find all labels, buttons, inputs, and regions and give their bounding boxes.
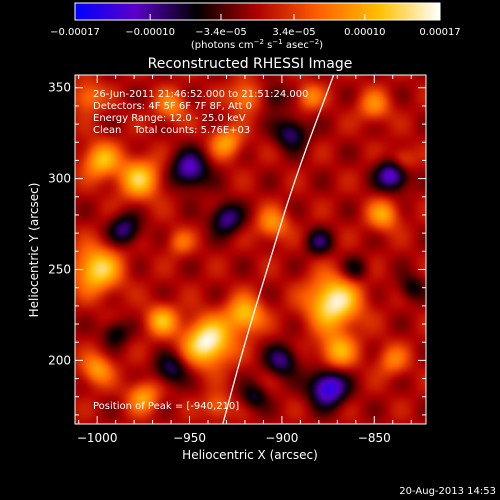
- x-tick-label: −1000: [77, 431, 118, 445]
- colorbar-tick-label: 0.00017: [419, 27, 460, 38]
- colorbar-tick-label: 3.4e−05: [272, 27, 315, 38]
- plot-frame: [74, 74, 427, 425]
- annotation-clean-counts: Clean Total counts: 5.76E+03: [93, 125, 250, 136]
- colorbar-tick-label: 0.00010: [344, 27, 385, 38]
- x-axis-label: Heliocentric X (arcsec): [182, 448, 318, 462]
- x-axis: −1000 −950 −900 −850: [77, 75, 412, 445]
- annotation-energy-range: Energy Range: 12.0 - 25.0 keV: [93, 113, 246, 124]
- y-axis-label: Heliocentric Y (arcsec): [27, 183, 41, 318]
- x-tick-label: −850: [358, 431, 391, 445]
- colorbar-tick-label: −0.00017: [50, 27, 100, 38]
- y-tick-label: 200: [48, 353, 71, 367]
- solar-limb-curve: [222, 75, 335, 424]
- y-tick-label: 300: [48, 172, 71, 186]
- colorbar-ticks: −0.00017 −0.00010 −3.4e−05 3.4e−05 0.00010 0.…: [50, 14, 461, 38]
- y-tick-label: 250: [48, 262, 71, 276]
- chart-title: Reconstructed RHESSI Image: [148, 56, 353, 72]
- annotation-block: 26-Jun-2011 21:46:52.000 to 21:51:24.000…: [93, 89, 309, 412]
- x-tick-label: −950: [173, 431, 206, 445]
- colorbar-tick-label: −3.4e−05: [195, 27, 247, 38]
- y-tick-label: 350: [48, 81, 71, 95]
- x-tick-label: −900: [265, 431, 298, 445]
- colorbar: [74, 2, 441, 21]
- annotation-detectors: Detectors: 4F 5F 6F 7F 8F, Att 0: [93, 101, 252, 112]
- annotation-time-range: 26-Jun-2011 21:46:52.000 to 21:51:24.000: [93, 89, 309, 100]
- footer-timestamp: 20-Aug-2013 14:53: [399, 486, 496, 497]
- colorbar-tick-label: −0.00010: [125, 27, 175, 38]
- y-axis: 200 250 300 350: [48, 81, 426, 416]
- colorbar-units: (photons cm−2 s−1 asec−2): [191, 38, 323, 51]
- peak-position-label: Position of Peak = [-940,210]: [93, 401, 239, 412]
